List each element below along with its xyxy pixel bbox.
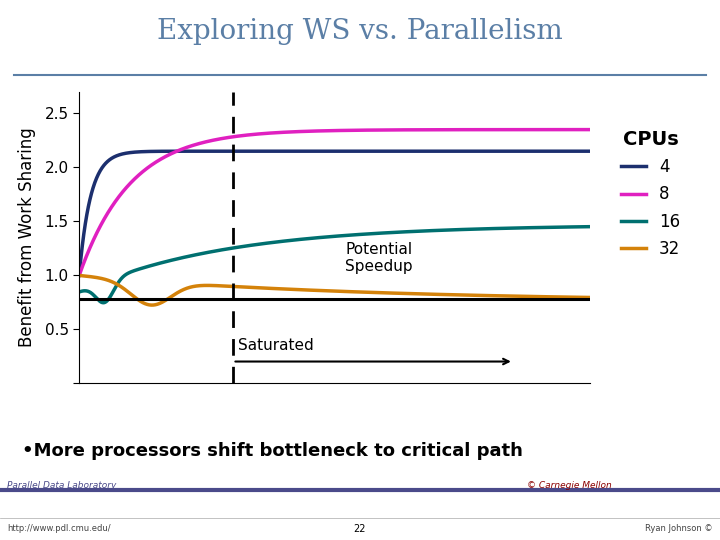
4 xyxy=(75,272,84,279)
Line: 4: 4 xyxy=(79,151,590,275)
32 xyxy=(310,287,319,294)
16 xyxy=(477,226,486,232)
16 xyxy=(571,224,580,230)
Line: 32: 32 xyxy=(79,275,590,305)
8 xyxy=(310,128,318,134)
32 xyxy=(586,294,595,301)
Text: © Carnegie Mellon: © Carnegie Mellon xyxy=(527,481,612,490)
Text: 22: 22 xyxy=(354,524,366,534)
8 xyxy=(477,126,486,133)
32 xyxy=(572,294,580,300)
32 xyxy=(477,292,486,299)
Line: 16: 16 xyxy=(79,227,590,303)
16 xyxy=(324,234,333,240)
4 xyxy=(101,160,109,167)
Text: Ryan Johnson ©: Ryan Johnson © xyxy=(645,524,713,534)
4 xyxy=(310,148,318,154)
Line: 8: 8 xyxy=(79,130,590,275)
Y-axis label: Benefit from Work Sharing: Benefit from Work Sharing xyxy=(18,128,36,347)
Text: Potential
Speedup: Potential Speedup xyxy=(345,242,413,274)
8 xyxy=(101,214,109,220)
4 xyxy=(477,148,486,154)
Text: Saturated: Saturated xyxy=(238,338,313,353)
32 xyxy=(148,302,156,308)
8 xyxy=(571,126,580,133)
8 xyxy=(571,126,580,133)
16 xyxy=(99,300,107,306)
16 xyxy=(586,224,595,230)
Text: http://www.pdl.cmu.edu/: http://www.pdl.cmu.edu/ xyxy=(7,524,111,534)
4 xyxy=(486,148,495,154)
4 xyxy=(323,148,332,154)
32 xyxy=(75,272,84,279)
Text: •More processors shift bottleneck to critical path: •More processors shift bottleneck to cri… xyxy=(22,442,523,460)
32 xyxy=(101,276,109,282)
16 xyxy=(572,224,580,230)
4 xyxy=(571,148,580,154)
16 xyxy=(310,235,319,241)
Text: Exploring WS vs. Parallelism: Exploring WS vs. Parallelism xyxy=(157,18,563,45)
8 xyxy=(586,126,595,133)
16 xyxy=(102,299,110,305)
32 xyxy=(571,294,580,300)
16 xyxy=(75,289,84,295)
Legend: 4, 8, 16, 32: 4, 8, 16, 32 xyxy=(614,124,687,265)
4 xyxy=(572,148,580,154)
8 xyxy=(323,127,332,134)
8 xyxy=(75,272,84,279)
4 xyxy=(586,148,595,154)
32 xyxy=(324,288,333,294)
Text: Parallel Data Laboratory: Parallel Data Laboratory xyxy=(7,481,117,490)
